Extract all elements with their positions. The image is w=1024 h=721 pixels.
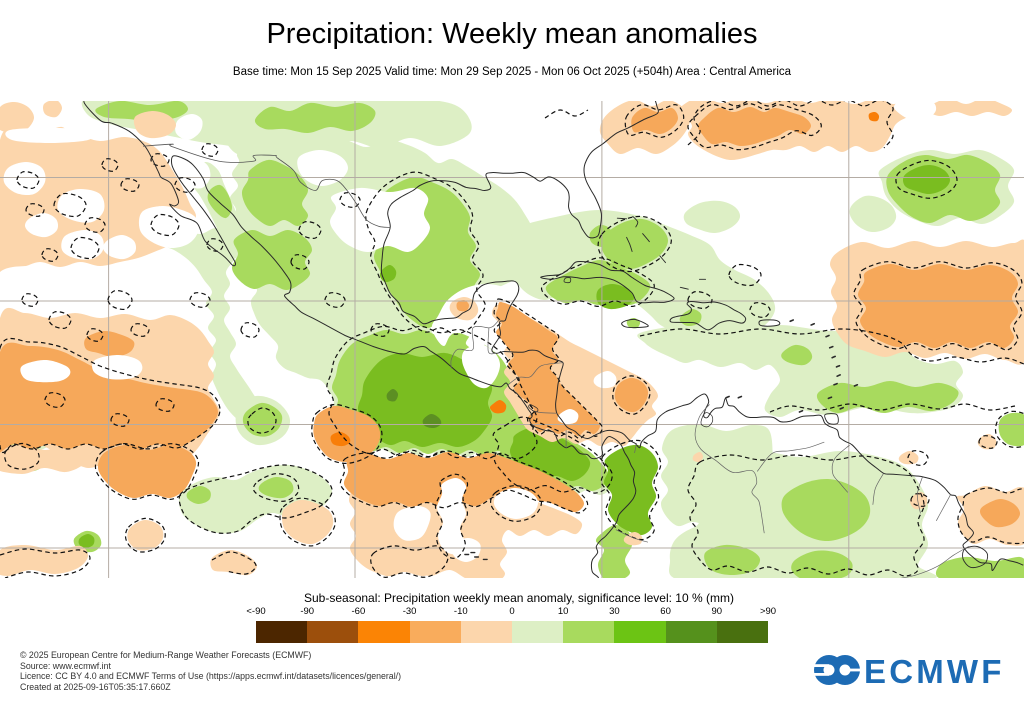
svg-text:ECMWF: ECMWF [864, 653, 1005, 690]
